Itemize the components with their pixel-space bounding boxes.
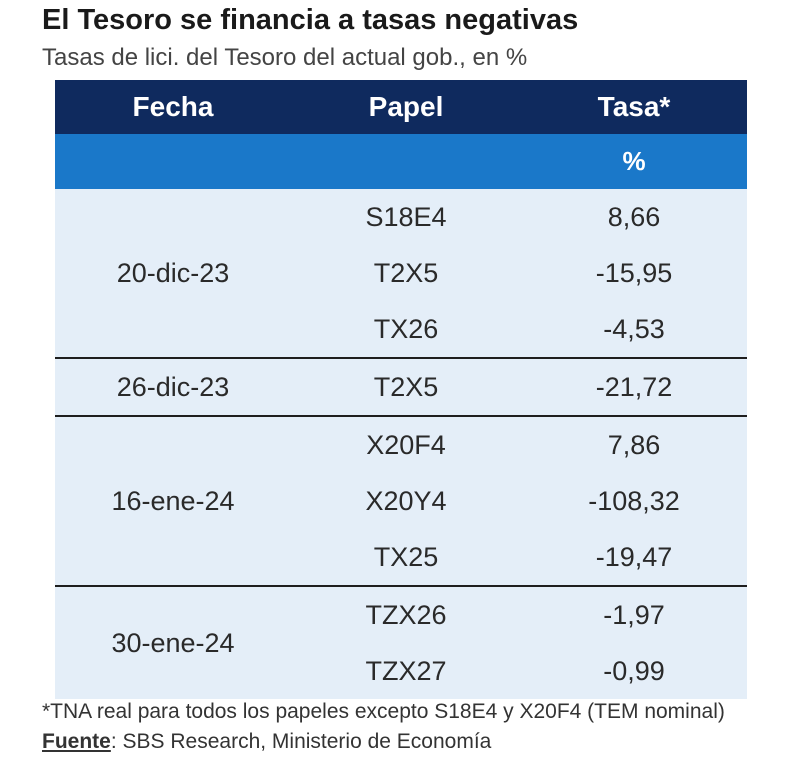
unit-cell-fecha	[55, 134, 291, 189]
table-group: 16-ene-24 X20F4 X20Y4 TX25 7,86 -108,32 -19,47	[55, 417, 747, 587]
papel-column: S18E4 T2X5 TX26	[291, 189, 521, 357]
papel-cell: X20F4	[366, 429, 446, 460]
fecha-cell: 20-dic-23	[116, 257, 230, 288]
papel-column: TZX26 TZX27	[291, 587, 521, 699]
papel-cell: S18E4	[365, 201, 447, 232]
rates-table: Fecha Papel Tasa* % 20-dic-23 S18E4 T2X5 TX…	[55, 80, 747, 699]
tasa-column: 8,66 -15,95 -4,53	[521, 189, 747, 357]
table-unit-row: %	[55, 134, 747, 189]
footnote: *TNA real para todos los papeles excepto…	[42, 697, 782, 757]
tasa-column: -21,72	[521, 359, 747, 415]
tasa-column: 7,86 -108,32 -19,47	[521, 417, 747, 585]
papel-cell: TX26	[373, 313, 439, 344]
tasa-cell: -4,53	[603, 313, 665, 344]
source-text: : SBS Research, Ministerio de Economía	[110, 730, 492, 753]
papel-column: T2X5	[291, 359, 521, 415]
papel-cell: TZX27	[365, 655, 447, 686]
papel-cell: TX25	[373, 541, 439, 572]
tasa-cell: 8,66	[607, 201, 661, 232]
column-header-fecha: Fecha	[132, 91, 214, 122]
chart-subtitle: Tasas de lici. del Tesoro del actual gob…	[42, 44, 528, 71]
tasa-cell: -0,99	[603, 655, 665, 686]
table-group: 20-dic-23 S18E4 T2X5 TX26 8,66 -15,95 -4,53	[55, 189, 747, 359]
papel-cell: X20Y4	[365, 485, 447, 516]
papel-cell: T2X5	[373, 371, 439, 402]
footnote-text: *TNA real para todos los papeles excepto…	[42, 700, 725, 723]
fecha-cell: 30-ene-24	[111, 627, 235, 658]
tasa-cell: -15,95	[595, 257, 673, 288]
papel-cell: T2X5	[373, 257, 439, 288]
table-body: 20-dic-23 S18E4 T2X5 TX26 8,66 -15,95 -4,53 26-…	[55, 189, 747, 699]
tasa-cell: -108,32	[588, 485, 680, 516]
table-group: 26-dic-23 T2X5 -21,72	[55, 359, 747, 417]
papel-cell: TZX26	[365, 599, 447, 630]
unit-cell-papel	[291, 134, 521, 189]
table-group: 30-ene-24 TZX26 TZX27 -1,97 -0,99	[55, 587, 747, 699]
tasa-cell: -1,97	[603, 599, 665, 630]
tasa-column: -1,97 -0,99	[521, 587, 747, 699]
chart-title: El Tesoro se financia a tasas negativas	[42, 4, 579, 36]
source-label: Fuente	[42, 730, 111, 753]
tasa-cell: 7,86	[607, 429, 661, 460]
table-header-row: Fecha Papel Tasa*	[55, 80, 747, 134]
papel-column: X20F4 X20Y4 TX25	[291, 417, 521, 585]
column-header-papel: Papel	[368, 91, 444, 122]
fecha-cell: 26-dic-23	[116, 371, 230, 402]
tasa-cell: -19,47	[595, 541, 673, 572]
unit-cell-tasa: %	[622, 146, 646, 176]
fecha-cell: 16-ene-24	[111, 485, 235, 516]
tasa-cell: -21,72	[595, 371, 673, 402]
column-header-tasa: Tasa*	[597, 91, 671, 122]
